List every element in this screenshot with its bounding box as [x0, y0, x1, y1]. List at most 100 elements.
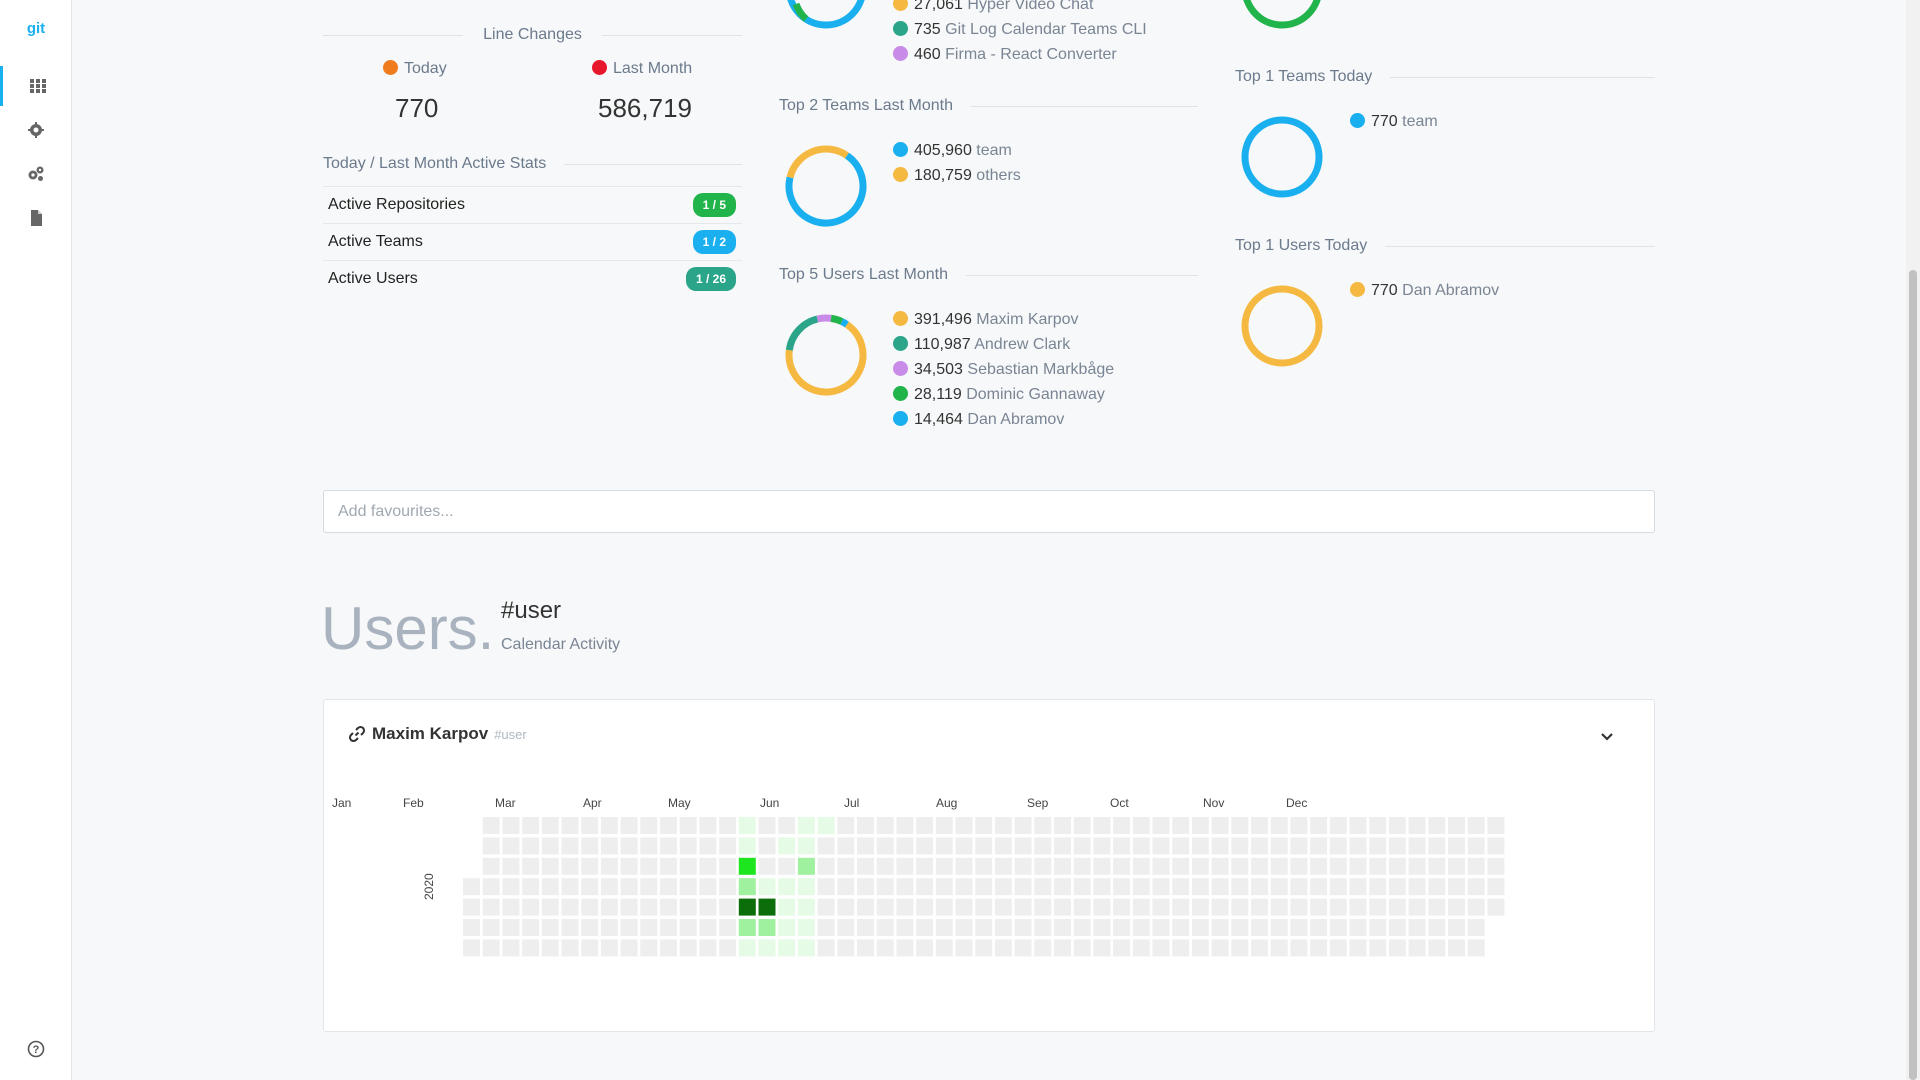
calendar-day-cell[interactable]	[797, 878, 815, 896]
calendar-day-cell[interactable]	[896, 919, 914, 936]
calendar-day-cell[interactable]	[1428, 919, 1446, 936]
calendar-day-cell[interactable]	[916, 878, 934, 896]
calendar-day-cell[interactable]	[994, 817, 1012, 834]
calendar-day-cell[interactable]	[758, 939, 776, 957]
question-circle-icon[interactable]: ?	[0, 1040, 72, 1058]
calendar-day-cell[interactable]	[1329, 898, 1347, 916]
calendar-day-cell[interactable]	[719, 817, 737, 834]
calendar-day-cell[interactable]	[522, 837, 540, 855]
calendar-day-cell[interactable]	[679, 939, 697, 957]
calendar-day-cell[interactable]	[817, 898, 835, 916]
calendar-day-cell[interactable]	[778, 939, 796, 957]
calendar-day-cell[interactable]	[1152, 817, 1170, 834]
calendar-day-cell[interactable]	[660, 898, 677, 916]
calendar-day-cell[interactable]	[1054, 817, 1071, 834]
calendar-day-cell[interactable]	[522, 878, 540, 896]
calendar-day-cell[interactable]	[857, 857, 874, 875]
calendar-day-cell[interactable]	[778, 898, 796, 916]
calendar-day-cell[interactable]	[1172, 817, 1190, 834]
calendar-day-cell[interactable]	[876, 837, 894, 855]
calendar-day-cell[interactable]	[1093, 898, 1111, 916]
calendar-day-cell[interactable]	[797, 817, 815, 834]
calendar-day-cell[interactable]	[522, 898, 540, 916]
calendar-day-cell[interactable]	[916, 817, 934, 834]
calendar-day-cell[interactable]	[1093, 878, 1111, 896]
gears-icon[interactable]	[0, 154, 72, 194]
calendar-day-cell[interactable]	[797, 837, 815, 855]
calendar-day-cell[interactable]	[797, 898, 815, 916]
calendar-day-cell[interactable]	[896, 837, 914, 855]
calendar-day-cell[interactable]	[1487, 817, 1505, 834]
calendar-day-cell[interactable]	[502, 837, 520, 855]
calendar-day-cell[interactable]	[935, 878, 953, 896]
calendar-day-cell[interactable]	[994, 837, 1012, 855]
calendar-day-cell[interactable]	[561, 898, 579, 916]
calendar-day-cell[interactable]	[1093, 837, 1111, 855]
calendar-day-cell[interactable]	[797, 939, 815, 957]
calendar-day-cell[interactable]	[561, 837, 579, 855]
scrollbar-thumb[interactable]	[1909, 270, 1917, 1080]
calendar-day-cell[interactable]	[561, 919, 579, 936]
calendar-day-cell[interactable]	[1113, 837, 1131, 855]
calendar-day-cell[interactable]	[857, 837, 874, 855]
calendar-day-cell[interactable]	[1369, 878, 1387, 896]
calendar-day-cell[interactable]	[876, 919, 894, 936]
calendar-day-cell[interactable]	[679, 919, 697, 936]
calendar-day-cell[interactable]	[620, 898, 638, 916]
calendar-day-cell[interactable]	[719, 919, 737, 936]
calendar-day-cell[interactable]	[817, 939, 835, 957]
calendar-day-cell[interactable]	[1191, 817, 1209, 834]
calendar-day-cell[interactable]	[699, 939, 717, 957]
calendar-day-cell[interactable]	[955, 857, 973, 875]
calendar-day-cell[interactable]	[857, 939, 874, 957]
calendar-day-cell[interactable]	[1270, 898, 1288, 916]
calendar-day-cell[interactable]	[1231, 898, 1249, 916]
calendar-day-cell[interactable]	[1014, 919, 1032, 936]
calendar-day-cell[interactable]	[1073, 878, 1091, 896]
calendar-day-cell[interactable]	[1132, 919, 1150, 936]
calendar-day-cell[interactable]	[1467, 919, 1485, 936]
calendar-day-cell[interactable]	[876, 939, 894, 957]
calendar-day-cell[interactable]	[1152, 939, 1170, 957]
calendar-day-cell[interactable]	[1054, 857, 1071, 875]
calendar-day-cell[interactable]	[975, 857, 993, 875]
calendar-day-cell[interactable]	[896, 878, 914, 896]
calendar-day-cell[interactable]	[955, 837, 973, 855]
calendar-day-cell[interactable]	[1408, 837, 1426, 855]
calendar-day-cell[interactable]	[1388, 878, 1406, 896]
calendar-day-cell[interactable]	[600, 817, 618, 834]
calendar-day-cell[interactable]	[1231, 857, 1249, 875]
calendar-day-cell[interactable]	[1113, 817, 1131, 834]
calendar-day-cell[interactable]	[1349, 817, 1367, 834]
calendar-day-cell[interactable]	[837, 817, 855, 834]
calendar-day-cell[interactable]	[1369, 939, 1387, 957]
calendar-day-cell[interactable]	[1132, 939, 1150, 957]
calendar-day-cell[interactable]	[1073, 919, 1091, 936]
calendar-day-cell[interactable]	[1113, 939, 1131, 957]
calendar-day-cell[interactable]	[1231, 837, 1249, 855]
calendar-day-cell[interactable]	[1290, 939, 1308, 957]
calendar-day-cell[interactable]	[1054, 837, 1071, 855]
calendar-card-header[interactable]: Maxim Karpov #user	[348, 724, 527, 744]
calendar-day-cell[interactable]	[1329, 857, 1347, 875]
calendar-day-cell[interactable]	[1448, 878, 1465, 896]
calendar-day-cell[interactable]	[522, 919, 540, 936]
calendar-day-cell[interactable]	[1231, 939, 1249, 957]
calendar-day-cell[interactable]	[738, 898, 756, 916]
calendar-day-cell[interactable]	[679, 878, 697, 896]
calendar-day-cell[interactable]	[797, 857, 815, 875]
calendar-day-cell[interactable]	[463, 898, 480, 916]
calendar-day-cell[interactable]	[600, 919, 618, 936]
calendar-day-cell[interactable]	[640, 837, 658, 855]
calendar-day-cell[interactable]	[896, 939, 914, 957]
calendar-day-cell[interactable]	[1369, 857, 1387, 875]
calendar-day-cell[interactable]	[758, 919, 776, 936]
calendar-day-cell[interactable]	[1034, 919, 1052, 936]
calendar-day-cell[interactable]	[975, 817, 993, 834]
calendar-day-cell[interactable]	[620, 837, 638, 855]
calendar-day-cell[interactable]	[758, 857, 776, 875]
calendar-day-cell[interactable]	[1467, 837, 1485, 855]
calendar-day-cell[interactable]	[738, 939, 756, 957]
calendar-day-cell[interactable]	[1467, 857, 1485, 875]
calendar-day-cell[interactable]	[975, 898, 993, 916]
